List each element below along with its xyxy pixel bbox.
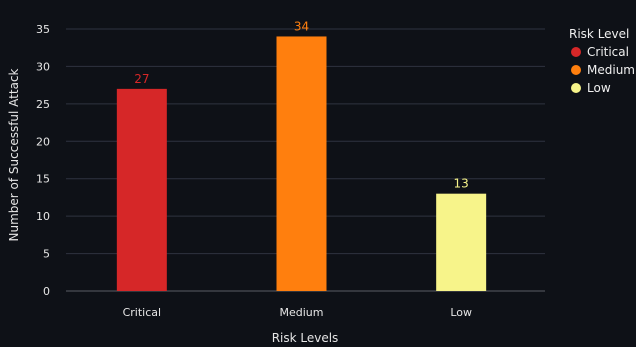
data-label-critical: 27	[134, 72, 149, 86]
y-tick-label: 0	[43, 285, 50, 298]
y-axis-title: Number of Successful Attack	[7, 68, 21, 241]
data-label-low: 13	[454, 177, 469, 191]
bar-critical	[116, 88, 167, 291]
legend-title: Risk Level	[569, 27, 629, 41]
legend-marker-low	[571, 83, 581, 93]
y-tick-label: 20	[36, 135, 50, 148]
y-tick-label: 10	[36, 210, 50, 223]
y-tick-label: 35	[36, 23, 50, 36]
legend-marker-critical	[571, 47, 581, 57]
x-tick-label-low: Low	[450, 306, 472, 319]
y-tick-label: 15	[36, 173, 50, 186]
legend-label-medium: Medium	[587, 63, 635, 77]
y-tick-label: 25	[36, 98, 50, 111]
x-axis-ticks: Critical Medium Low	[123, 306, 472, 319]
x-tick-label-critical: Critical	[123, 306, 161, 319]
legend-label-critical: Critical	[587, 45, 629, 59]
y-tick-label: 5	[43, 248, 50, 261]
bars: 27 34 13	[116, 19, 487, 292]
data-label-medium: 34	[294, 19, 309, 33]
y-axis-ticks: 0 5 10 15 20 25 30 35	[36, 23, 50, 298]
bar-medium	[276, 36, 327, 292]
legend: Risk Level Critical Medium Low	[569, 27, 635, 95]
x-tick-label-medium: Medium	[280, 306, 324, 319]
x-axis-title: Risk Levels	[272, 331, 339, 345]
legend-marker-medium	[571, 65, 581, 75]
bar-low	[436, 193, 487, 291]
y-tick-label: 30	[36, 60, 50, 73]
legend-label-low: Low	[587, 81, 611, 95]
